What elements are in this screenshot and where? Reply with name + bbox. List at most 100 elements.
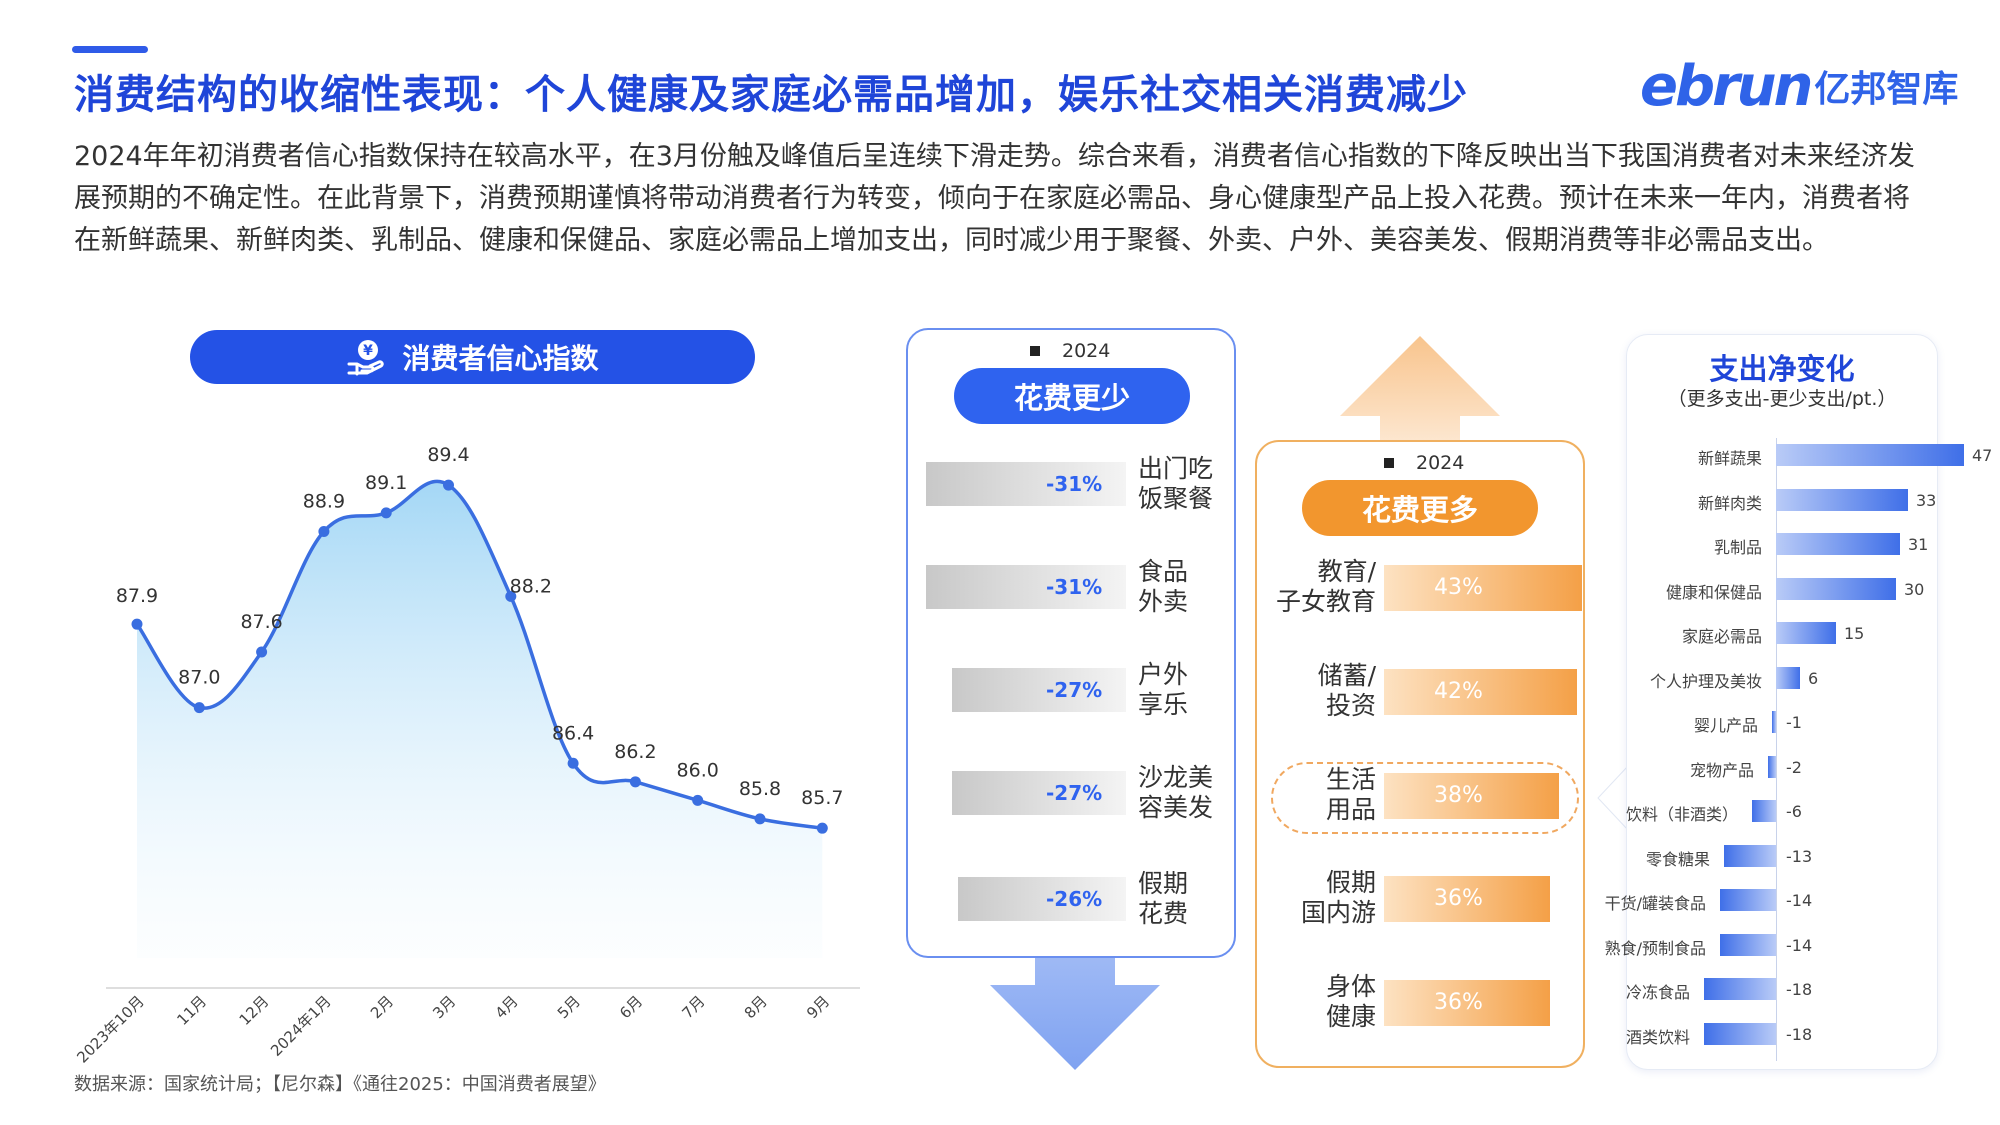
net-change-category: 个人护理及美妆 bbox=[1649, 671, 1762, 691]
net-change-value: 15 bbox=[1844, 624, 1865, 643]
data-label: 85.7 bbox=[801, 787, 843, 809]
spend-more-category: 身体 健康 bbox=[1325, 972, 1376, 1031]
data-point bbox=[256, 646, 268, 658]
net-change-value: 6 bbox=[1808, 668, 1819, 688]
net-change-category: 干货/罐装食品 bbox=[1604, 894, 1706, 913]
spend-more-value: 43% bbox=[1434, 575, 1483, 600]
net-change-value: -6 bbox=[1786, 802, 1802, 821]
spend-more-value: 38% bbox=[1434, 783, 1483, 808]
net-change-bar bbox=[1724, 844, 1776, 867]
net-change-title: 支出净变化 bbox=[1709, 352, 1855, 386]
svg-text:¥: ¥ bbox=[364, 343, 374, 359]
spend-more-category: 教育/子女教育 bbox=[1275, 557, 1376, 616]
net-change-bar bbox=[1776, 577, 1896, 600]
spend-more-value: 36% bbox=[1434, 990, 1483, 1015]
confidence-chart-title: 消费者信心指数 bbox=[402, 342, 599, 375]
net-change-bar bbox=[1776, 666, 1800, 689]
spend-less-value: -31% bbox=[1046, 575, 1103, 599]
net-change-value: -14 bbox=[1786, 935, 1813, 955]
net-change-value: 30 bbox=[1904, 579, 1925, 599]
money-hand-icon: ¥ bbox=[347, 340, 385, 376]
spend-more-bar bbox=[1384, 980, 1550, 1026]
net-change-category: 熟食/预制食品 bbox=[1604, 938, 1706, 958]
x-tick-label: 3月 bbox=[429, 992, 459, 1022]
spend-less-bar bbox=[958, 877, 1126, 921]
legend-label: 2024 bbox=[1416, 452, 1465, 474]
spend-more-bar bbox=[1384, 565, 1582, 611]
net-change-bar bbox=[1752, 800, 1776, 822]
net-change-category: 饮料（非酒类） bbox=[1625, 805, 1738, 824]
spend-less-panel bbox=[906, 328, 1236, 958]
spend-less-bar bbox=[926, 462, 1126, 506]
spend-less-category: 沙龙美 容美发 bbox=[1138, 763, 1214, 822]
intro-paragraph: 2024年年初消费者信心指数保持在较高水平，在3月份触及峰值后呈连续下滑走势。综… bbox=[74, 141, 1915, 256]
net-change-bar bbox=[1720, 889, 1776, 911]
data-point bbox=[443, 479, 454, 491]
net-change-category: 零食糖果 bbox=[1645, 849, 1710, 869]
net-change-bar bbox=[1776, 533, 1900, 555]
net-change-value: -14 bbox=[1786, 891, 1813, 910]
net-change-bar bbox=[1720, 933, 1776, 956]
data-label: 89.4 bbox=[427, 444, 469, 466]
data-label: 89.1 bbox=[365, 472, 407, 494]
page-title: 消费结构的收缩性表现：个人健康及家庭必需品增加，娱乐社交相关消费减少 bbox=[74, 72, 1468, 118]
ebrun-logo: ebrun 亿邦智库 bbox=[1640, 54, 1958, 119]
net-change-category: 家庭必需品 bbox=[1681, 627, 1762, 646]
spend-more-panel bbox=[1255, 440, 1585, 1068]
net-change-value: 33 bbox=[1916, 490, 1937, 510]
x-tick-label: 11月 bbox=[173, 992, 210, 1029]
x-tick-label: 12月 bbox=[236, 992, 273, 1029]
net-change-bar bbox=[1704, 978, 1776, 1000]
spend-more-bar bbox=[1384, 669, 1578, 715]
spend-less-value: -27% bbox=[1046, 678, 1103, 702]
net-change-bar bbox=[1776, 488, 1908, 511]
net-change-category: 酒类饮料 bbox=[1625, 1027, 1690, 1047]
net-change-category: 冷冻食品 bbox=[1625, 983, 1690, 1002]
net-change-value: -1 bbox=[1786, 713, 1802, 732]
net-change-bar bbox=[1768, 755, 1776, 778]
legend-swatch bbox=[1030, 346, 1040, 356]
data-point bbox=[816, 822, 828, 834]
net-change-subtitle: （更多支出-更少支出/pt.） bbox=[1667, 388, 1897, 410]
net-change-bar bbox=[1704, 1022, 1776, 1045]
spend-more-category: 假期 国内游 bbox=[1300, 868, 1376, 927]
data-point bbox=[193, 702, 205, 714]
x-tick-label: 2023年10月 bbox=[73, 992, 147, 1066]
spend-more-category: 储蓄/投资 bbox=[1317, 661, 1376, 720]
confidence-area-fill bbox=[137, 481, 823, 958]
spend-less-category: 假期 花费 bbox=[1138, 869, 1189, 928]
spend-more-value: 42% bbox=[1434, 679, 1483, 704]
data-point bbox=[318, 525, 330, 537]
data-point bbox=[131, 618, 143, 630]
confidence-line-chart: 87.9 87.0 87.6 88.9 89.1 89.4 88.2 86.4 86.2 86.0… bbox=[73, 444, 860, 1067]
data-label: 87.9 bbox=[116, 585, 158, 607]
spend-less-value: -26% bbox=[1046, 887, 1103, 911]
data-label: 87.6 bbox=[240, 611, 282, 633]
spend-less-legend: 2024 bbox=[1030, 340, 1110, 362]
net-change-value: -13 bbox=[1786, 846, 1813, 866]
net-change-value: 31 bbox=[1908, 535, 1929, 554]
data-label: 85.8 bbox=[739, 778, 781, 800]
spend-less-category: 食品 外卖 bbox=[1138, 557, 1189, 616]
source-note: 数据来源：国家统计局；【尼尔森】《通往2025：中国消费者展望》 bbox=[74, 1074, 606, 1095]
net-change-category: 健康和保健品 bbox=[1665, 582, 1762, 602]
data-label: 86.0 bbox=[677, 759, 719, 781]
legend-label: 2024 bbox=[1062, 340, 1111, 362]
net-change-value: -18 bbox=[1786, 1024, 1813, 1044]
net-change-bar bbox=[1776, 622, 1836, 644]
spend-more-bar bbox=[1384, 773, 1559, 819]
net-change-value: -2 bbox=[1786, 757, 1802, 777]
data-label: 88.9 bbox=[303, 490, 345, 512]
logo-latin: ebrun bbox=[1640, 53, 1813, 119]
net-zero-axis bbox=[1776, 438, 1777, 1061]
net-change-category: 新鲜蔬果 bbox=[1697, 449, 1762, 468]
net-change-value: -18 bbox=[1786, 980, 1813, 999]
spend-more-value: 36% bbox=[1434, 886, 1483, 911]
data-label: 87.0 bbox=[178, 667, 220, 689]
net-change-value: 47 bbox=[1972, 446, 1993, 465]
x-tick-label: 6月 bbox=[616, 992, 646, 1022]
net-change-category: 宠物产品 bbox=[1689, 760, 1754, 780]
data-point bbox=[629, 776, 641, 788]
spend-more-category: 生活 用品 bbox=[1325, 765, 1376, 824]
net-change-bar bbox=[1776, 444, 1964, 466]
